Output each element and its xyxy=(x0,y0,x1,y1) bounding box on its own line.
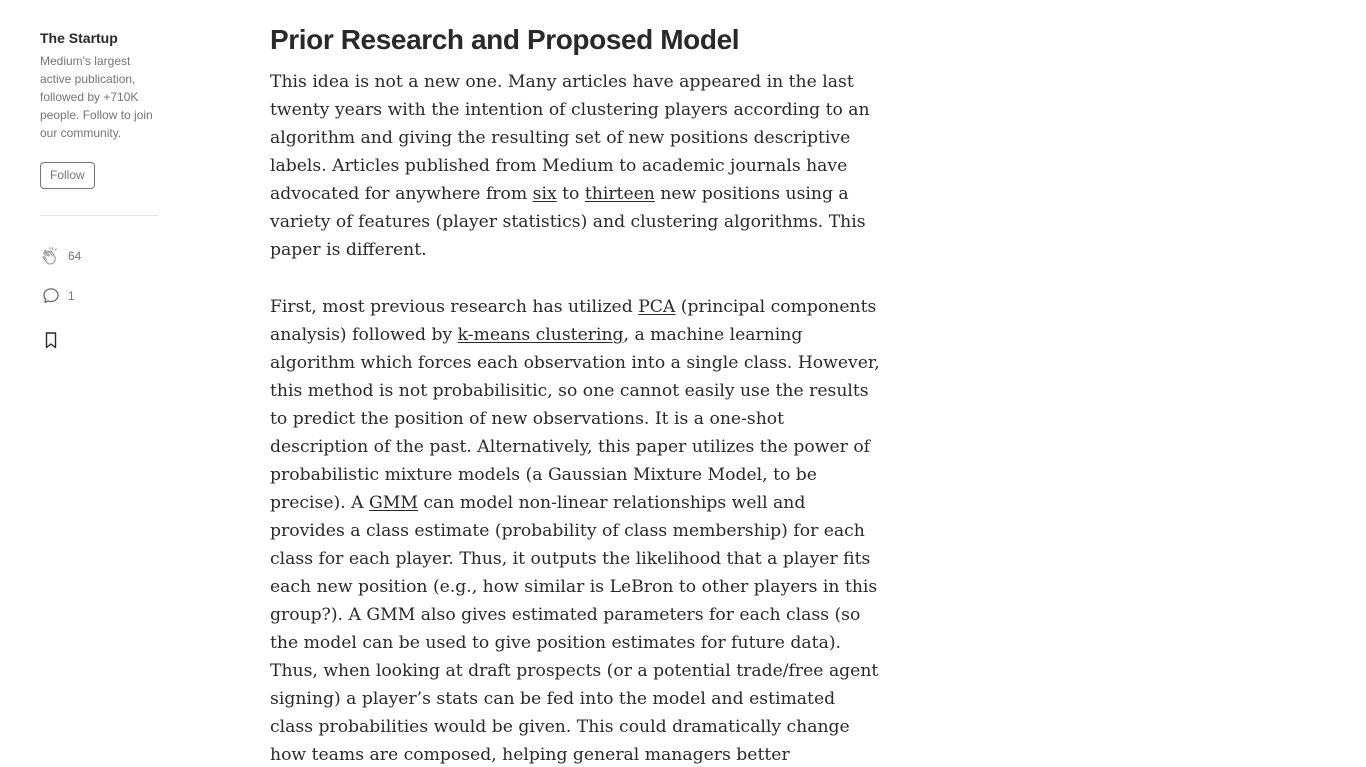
follow-button[interactable]: Follow xyxy=(40,162,95,189)
paragraph-2: First, most previous research has utiliz… xyxy=(270,293,882,767)
section-heading: Prior Research and Proposed Model xyxy=(270,24,740,55)
publication-sidebar: The Startup Medium's largest active publ… xyxy=(40,28,158,352)
clap-icon[interactable] xyxy=(40,245,62,267)
link-pca[interactable]: PCA xyxy=(638,297,676,317)
link-six[interactable]: six xyxy=(532,184,557,204)
article-body: Prior Research and Proposed Model This i… xyxy=(270,20,882,767)
publication-description: Medium's largest active publication, fol… xyxy=(40,54,153,140)
clap-button[interactable]: 64 xyxy=(40,244,158,268)
paragraph-2-text-4: can model non-linear relationships well … xyxy=(270,493,879,765)
link-gmm[interactable]: GMM xyxy=(369,493,418,513)
bookmark-icon[interactable] xyxy=(40,329,62,351)
article-actions: 64 1 xyxy=(40,244,158,352)
paragraph-2-text-1: First, most previous research has utiliz… xyxy=(270,297,639,317)
response-icon[interactable] xyxy=(40,285,62,307)
responses-button[interactable]: 1 xyxy=(40,284,158,308)
paragraph-1-text-3: new positions using a variety of feature… xyxy=(270,184,866,260)
link-k-means-clustering[interactable]: k-means clustering xyxy=(457,325,624,345)
paragraph-2-text-3: , a machine learning algorithm which for… xyxy=(270,325,880,513)
responses-count: 1 xyxy=(68,289,75,303)
link-thirteen[interactable]: thirteen xyxy=(584,184,655,204)
publication-name[interactable]: The Startup xyxy=(40,30,118,46)
paragraph-1-text-1: This idea is not a new one. Many article… xyxy=(270,72,870,204)
paragraph-1: This idea is not a new one. Many article… xyxy=(270,68,882,264)
clap-count: 64 xyxy=(68,249,82,263)
bookmark-button[interactable] xyxy=(40,328,158,352)
paragraph-1-text-2: to xyxy=(556,184,585,204)
paragraph-2-text-2: (principal components analysis) followed… xyxy=(270,297,877,345)
sidebar-divider xyxy=(40,215,158,216)
